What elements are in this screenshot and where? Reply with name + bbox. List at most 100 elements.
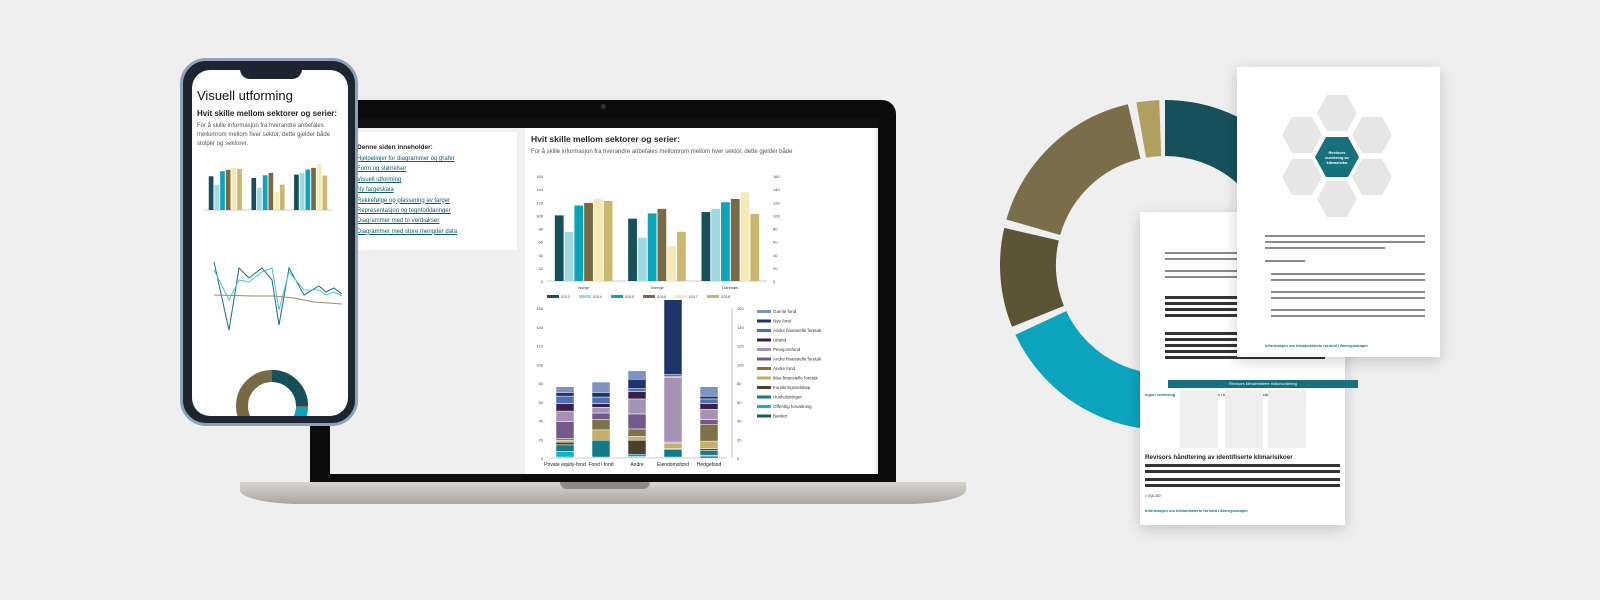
- y-tick-label: 120: [536, 344, 543, 349]
- bar: [628, 218, 637, 281]
- legend-swatch: [757, 348, 771, 351]
- bar: [554, 215, 564, 281]
- y-tick-label: 140: [536, 325, 543, 330]
- stacked-segment: [663, 374, 683, 377]
- bar: [637, 237, 647, 281]
- toc-link[interactable]: Diagrammer med to verdiakser: [357, 218, 440, 225]
- legend-label: 2014: [593, 294, 603, 299]
- toc-link[interactable]: Diagrammer med store mengder data: [357, 228, 458, 235]
- stacked-segment: [699, 450, 719, 456]
- phone-title: Visuell utforming: [197, 88, 293, 103]
- y2-tick-label: 40: [773, 253, 778, 258]
- bar: [299, 172, 305, 210]
- y-tick-label: 60: [539, 400, 544, 405]
- stacked-segment: [591, 407, 611, 414]
- bar: [268, 172, 274, 210]
- x-tick-label: Danmark: [722, 285, 738, 290]
- stacked-segment: [663, 300, 683, 375]
- y-tick-label: 20: [539, 266, 544, 271]
- legend-label: Nye fond: [773, 319, 792, 324]
- toc-link[interactable]: Rekkefølge og plassering av farger: [357, 197, 451, 204]
- legend-label: Andre finansielle foretak: [773, 328, 822, 333]
- line-series: [213, 294, 343, 305]
- y2-tick-label: 120: [773, 200, 780, 205]
- footnote: ¹³ ISA 330: [1145, 494, 1161, 498]
- bar: [220, 171, 225, 210]
- laptop-screen: Denne siden inneholder: Hjelpelinjer for…: [330, 118, 878, 474]
- toc-link[interactable]: Hjelpelinjer for diagrammer og grafer: [357, 156, 455, 162]
- y2-tick-label: 40: [737, 419, 742, 424]
- y-tick-label: 40: [539, 419, 544, 424]
- y2-tick-label: 0: [773, 279, 776, 284]
- legend-swatch: [757, 405, 771, 408]
- legend-label: Gamle fond: [773, 309, 797, 314]
- y2-tick-label: 100: [737, 362, 744, 367]
- legend-label: 2015: [625, 294, 635, 299]
- y-tick-label: 140: [536, 187, 543, 192]
- bar: [657, 208, 667, 281]
- bar: [231, 167, 237, 210]
- bar: [214, 184, 220, 210]
- bar: [667, 246, 677, 281]
- y2-tick-label: 60: [773, 240, 778, 245]
- y-tick-label: 80: [539, 381, 544, 386]
- legend-swatch: [547, 295, 559, 298]
- laptop-base: [240, 482, 966, 504]
- legend-swatch: [579, 295, 591, 298]
- toc-link[interactable]: Visuell utforming: [357, 176, 402, 183]
- stacked-segment: [555, 444, 575, 452]
- stacked-segment: [627, 398, 647, 415]
- stacked-segment: [591, 392, 611, 398]
- y-tick-label: 100: [536, 362, 543, 367]
- bar: [262, 175, 268, 210]
- legend-swatch: [757, 414, 771, 418]
- y2-tick-label: 160: [737, 306, 744, 311]
- stacked-segment: [627, 413, 647, 430]
- stacked-segment: [591, 403, 611, 408]
- stacked-segment: [699, 424, 719, 442]
- stacked-segment: [699, 395, 719, 400]
- legend-label: 2018: [721, 294, 731, 299]
- y-tick-label: 160: [536, 306, 543, 311]
- bar: [305, 169, 311, 210]
- grouped-bar-chart: 0 0 20 20 40 40 60 60 80 80 100 100 120 120 140 140 160 1…: [536, 174, 780, 299]
- y-tick-label: 0: [541, 456, 544, 461]
- stacked-segment: [627, 436, 647, 441]
- stacked-segment: [555, 392, 575, 397]
- stacked-segment: [591, 381, 611, 393]
- stacked-segment: [555, 395, 575, 404]
- toc-link[interactable]: Form og størrelser: [357, 166, 407, 173]
- bar: [593, 198, 603, 281]
- phone-bar-chart: [204, 164, 332, 211]
- legend-swatch: [643, 295, 655, 298]
- stacked-segment: [663, 377, 683, 443]
- y2-tick-label: 140: [773, 187, 780, 192]
- bar: [316, 164, 322, 210]
- stacked-segment: [555, 441, 575, 446]
- stacked-segment: [699, 409, 719, 420]
- stacked-segment: [591, 439, 611, 458]
- y-tick-label: 100: [536, 213, 543, 218]
- bar: [740, 192, 750, 281]
- stacked-segment: [627, 370, 647, 380]
- x-tick-label: Private equity-fond: [544, 462, 586, 468]
- legend-label: 2017: [689, 294, 699, 299]
- legend-label: 2016: [657, 294, 667, 299]
- phone-intro: For å skille informasjon fra hverandre a…: [197, 123, 331, 147]
- toc-link[interactable]: Representasjon og tegnforklaringer: [357, 207, 451, 214]
- stacked-segment: [555, 451, 575, 458]
- donut-segment: [1136, 100, 1162, 158]
- center-hexagon: Revisors vurdering av klimarisiko: [1315, 137, 1359, 177]
- toc-link[interactable]: Ny fargeskala: [357, 187, 394, 194]
- bar: [711, 208, 721, 281]
- section-title: Hvit skille mellom sektorer og serier:: [531, 134, 680, 144]
- phone-donut-chart: [236, 370, 308, 416]
- bar: [322, 175, 328, 210]
- legend-label: Pensjonsfond: [773, 347, 801, 352]
- legend-swatch: [757, 310, 771, 313]
- legend-label: Husholdninger: [773, 395, 803, 400]
- camera-icon: [601, 104, 606, 109]
- line-series: [213, 267, 343, 311]
- phone-line-chart: [213, 261, 343, 331]
- legend-swatch: [757, 338, 771, 342]
